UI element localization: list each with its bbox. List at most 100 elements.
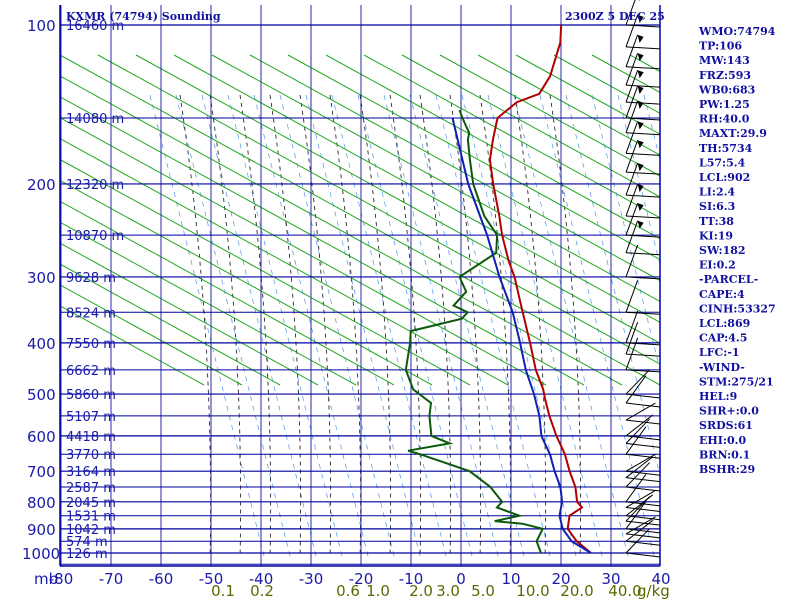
temperature-tick-label: -70 xyxy=(99,570,124,588)
barb-pennant xyxy=(637,121,644,130)
moist-adiabat xyxy=(479,94,512,556)
sounding-index: CAPE:4 xyxy=(699,288,745,301)
barb-feather xyxy=(625,234,661,238)
mixing-ratio-tick-label: 0.1 xyxy=(211,582,235,600)
barb-staff xyxy=(625,418,650,444)
barb-pennant xyxy=(637,14,644,23)
moist-adiabat xyxy=(269,94,302,556)
barb-feather xyxy=(625,477,661,483)
temperature-tick-label: 0 xyxy=(456,570,466,588)
dry-adiabat xyxy=(135,54,660,344)
dry-adiabat xyxy=(60,158,471,386)
dry-adiabat xyxy=(287,54,660,261)
dewpoint-profile xyxy=(404,109,545,554)
height-label: 1042 m xyxy=(66,523,116,538)
moist-adiabat xyxy=(514,94,547,556)
isotherms xyxy=(60,5,612,566)
temperature-tick-label: -20 xyxy=(349,570,374,588)
barb-feather xyxy=(625,402,661,408)
wind-barb xyxy=(625,244,661,280)
height-label: 574 m xyxy=(66,535,108,550)
barb-staff xyxy=(625,280,639,313)
wind-barb xyxy=(625,418,661,448)
sounding-index: SHR+:0.0 xyxy=(699,405,759,418)
wind-barbs xyxy=(625,0,661,558)
barb-staff xyxy=(625,402,656,421)
barb-pennant xyxy=(637,163,644,172)
temperature-tick-label: -80 xyxy=(49,570,74,588)
moist-adiabat xyxy=(549,94,582,556)
sounding-index: LCL:902 xyxy=(699,171,750,184)
height-label: 10870 m xyxy=(66,229,124,244)
dry-adiabat xyxy=(97,54,660,365)
wind-barb xyxy=(625,100,661,136)
isobars xyxy=(59,5,661,567)
height-label: 8524 m xyxy=(66,306,116,321)
dry-adiabat xyxy=(60,284,243,386)
sounding-index: CINH:53327 xyxy=(699,302,776,315)
moist-adiabat xyxy=(239,94,272,556)
sounding-index: -PARCEL- xyxy=(699,273,758,286)
barb-feather xyxy=(625,528,661,534)
height-label: 2587 m xyxy=(66,481,116,496)
dry-adiabat xyxy=(211,54,660,302)
barb-feather xyxy=(625,470,661,476)
sounding-index: KI:19 xyxy=(699,229,733,242)
wind-barb xyxy=(625,14,661,50)
dry-adiabat xyxy=(60,138,509,386)
barb-feather xyxy=(625,442,661,448)
barb-pennant xyxy=(637,203,644,212)
sounding-index: FRZ:593 xyxy=(699,69,751,82)
mixing-ratio-line xyxy=(357,94,474,561)
sounding-index: SW:182 xyxy=(699,244,746,257)
temperature-profile xyxy=(488,24,592,554)
barb-staff xyxy=(625,375,647,404)
temperature-tick-label: 20 xyxy=(551,570,570,588)
barb-staff xyxy=(625,100,639,133)
barb-staff xyxy=(625,501,647,530)
wind-barb xyxy=(625,490,661,512)
barb-staff xyxy=(625,474,647,503)
barb-staff xyxy=(625,310,639,344)
sounding-index: LCL:869 xyxy=(699,317,750,330)
barb-staff xyxy=(625,14,639,48)
barb-staff xyxy=(625,0,636,26)
barb-pennant xyxy=(637,140,644,149)
barb-staff xyxy=(625,337,639,371)
barb-staff xyxy=(625,321,639,355)
barb-feather xyxy=(625,171,661,175)
dry-adiabat xyxy=(439,54,660,177)
dry-adiabat xyxy=(325,54,660,240)
sounding-index: SI:6.3 xyxy=(699,200,735,213)
barb-feather xyxy=(625,506,661,512)
barb-pennant xyxy=(637,70,644,79)
pressure-tick-labels: 100 200 300 400 500 600 700 800 900 1000 xyxy=(22,17,60,563)
sounding-index: LFC:-1 xyxy=(699,346,740,359)
temperature-tick-label: 10 xyxy=(501,570,520,588)
moist-adiabat xyxy=(419,94,452,556)
mixing-ratio-line xyxy=(565,94,660,477)
barb-pennant xyxy=(637,34,644,43)
wind-barb xyxy=(625,140,661,175)
height-label: 14080 m xyxy=(66,112,124,127)
pressure-tick-label: 700 xyxy=(27,463,56,481)
sounding-index: TH:5734 xyxy=(699,142,753,155)
sounding-index: WB0:683 xyxy=(698,83,755,96)
sounding-index: L57:5.4 xyxy=(699,156,746,169)
temperature-tick-label: -40 xyxy=(249,570,274,588)
pressure-unit-label: mb xyxy=(34,570,58,588)
dry-adiabat xyxy=(477,54,660,156)
sounding-index: BRN:0.1 xyxy=(699,448,750,461)
barb-feather xyxy=(625,132,661,136)
pressure-tick-label: 400 xyxy=(27,335,56,353)
mixing-ratio-tick-label: 20.0 xyxy=(560,582,593,600)
sounding-index: HEL:9 xyxy=(699,390,737,403)
wind-barb xyxy=(625,34,661,70)
station-title: KXMR (74794) Sounding xyxy=(66,10,221,23)
height-label: 7550 m xyxy=(66,337,116,352)
dry-adiabat xyxy=(60,305,205,386)
dry-adiabat xyxy=(60,179,433,386)
moist-adiabat xyxy=(299,94,332,556)
barb-staff xyxy=(625,528,650,554)
wind-barb xyxy=(625,280,661,315)
